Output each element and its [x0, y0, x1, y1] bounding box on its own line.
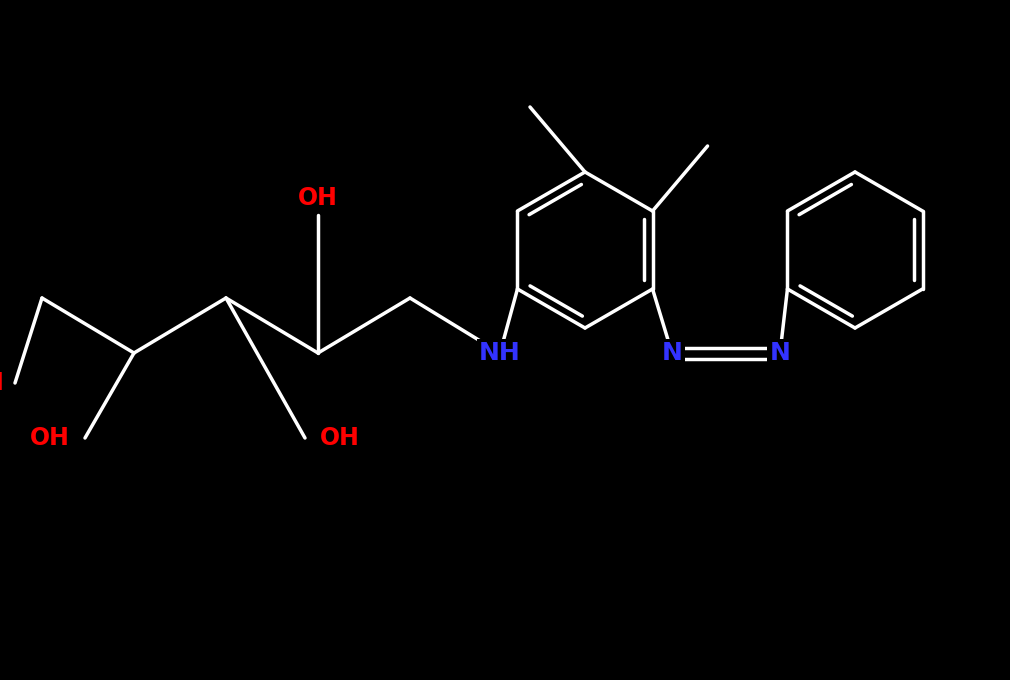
- Text: OH: OH: [298, 186, 338, 210]
- Text: OH: OH: [30, 426, 70, 450]
- Text: N: N: [662, 341, 683, 365]
- Text: OH: OH: [320, 426, 360, 450]
- Text: OH: OH: [0, 371, 5, 395]
- Text: NH: NH: [479, 341, 521, 365]
- Text: N: N: [770, 341, 791, 365]
